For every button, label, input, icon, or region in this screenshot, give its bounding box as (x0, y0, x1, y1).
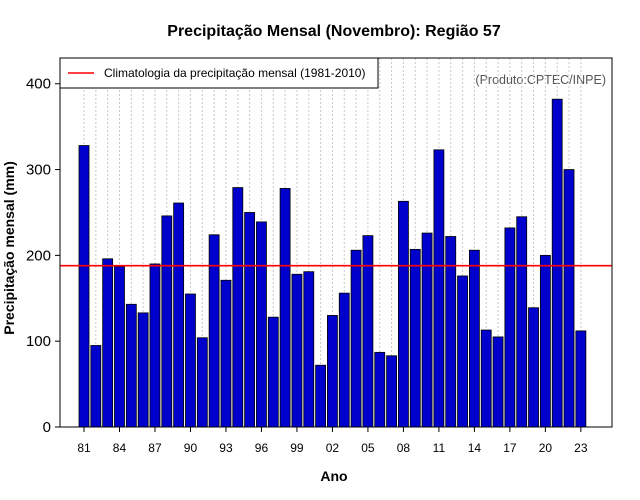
bar-90 (185, 293, 196, 428)
bar-03 (338, 292, 350, 428)
bar-09 (409, 248, 421, 428)
legend: Climatologia da precipitação mensal (198… (59, 57, 379, 89)
y-tick-label: 100 (26, 333, 51, 350)
bar-21 (551, 98, 563, 428)
bar-11 (433, 149, 445, 428)
bar-00 (303, 271, 315, 428)
x-tick-label: 14 (468, 441, 482, 455)
bar-85 (125, 303, 137, 428)
bar-04 (350, 249, 362, 428)
bar-18 (516, 216, 528, 428)
bar-89 (173, 202, 185, 428)
y-tick-label: 300 (26, 162, 51, 179)
bar-16 (492, 336, 504, 428)
bar-96 (256, 221, 267, 428)
bar-87 (149, 263, 161, 428)
bar-13 (457, 275, 468, 428)
bar-95 (244, 212, 256, 428)
x-tick-label: 17 (503, 441, 517, 455)
bar-20 (539, 254, 551, 428)
bar-08 (398, 200, 409, 428)
bar-22 (563, 169, 575, 428)
bar-97 (267, 316, 279, 428)
x-tick-label: 99 (290, 441, 304, 455)
bar-86 (137, 312, 149, 428)
y-axis: 0 100 200 300 400 (26, 76, 60, 436)
legend-label: Climatologia da precipitação mensal (198… (104, 66, 365, 80)
x-tick-label: 90 (184, 441, 198, 455)
legend-box (59, 57, 379, 89)
x-tick-label: 84 (113, 441, 127, 455)
bar-23 (575, 330, 587, 428)
x-tick-label: 08 (397, 441, 411, 455)
bar-93 (220, 279, 232, 428)
x-tick-label: 81 (77, 441, 91, 455)
y-tick-label: 0 (43, 419, 51, 436)
bar-series (78, 98, 587, 428)
x-tick-label: 23 (574, 441, 588, 455)
y-tick-label: 400 (26, 76, 51, 93)
x-tick-label: 11 (433, 441, 446, 455)
y-axis-label: Precipitação mensal (mm) (1, 161, 17, 335)
x-axis-label: Ano (320, 468, 347, 484)
bar-01 (315, 364, 327, 428)
bar-92 (208, 234, 220, 428)
bar-88 (161, 215, 173, 428)
x-axis: 81 84 87 90 93 96 99 02 05 08 11 14 17 20 23 (77, 427, 588, 455)
bar-06 (374, 351, 386, 428)
bar-83 (102, 258, 114, 428)
bar-99 (291, 273, 303, 428)
bar-15 (480, 329, 492, 428)
bar-07 (386, 355, 397, 428)
bar-05 (362, 235, 374, 428)
bar-91 (196, 337, 208, 428)
x-tick-label: 87 (148, 441, 162, 455)
credit-text: (Produto:CPTEC/INPE) (475, 73, 606, 87)
bar-10 (421, 232, 433, 428)
bar-84 (114, 266, 125, 428)
x-tick-label: 96 (255, 441, 269, 455)
bar-98 (279, 188, 291, 428)
bar-14 (468, 249, 480, 428)
bar-19 (528, 307, 539, 428)
y-tick-label: 200 (26, 247, 51, 264)
x-tick-label: 93 (219, 441, 233, 455)
bar-94 (232, 187, 244, 428)
x-tick-label: 20 (539, 441, 553, 455)
x-tick-label: 05 (361, 441, 375, 455)
bar-81 (78, 145, 90, 428)
bar-82 (90, 345, 102, 428)
x-tick-label: 02 (326, 441, 340, 455)
bar-02 (327, 315, 338, 428)
chart-title: Precipitação Mensal (Novembro): Região 5… (167, 23, 501, 40)
bar-17 (504, 227, 516, 428)
